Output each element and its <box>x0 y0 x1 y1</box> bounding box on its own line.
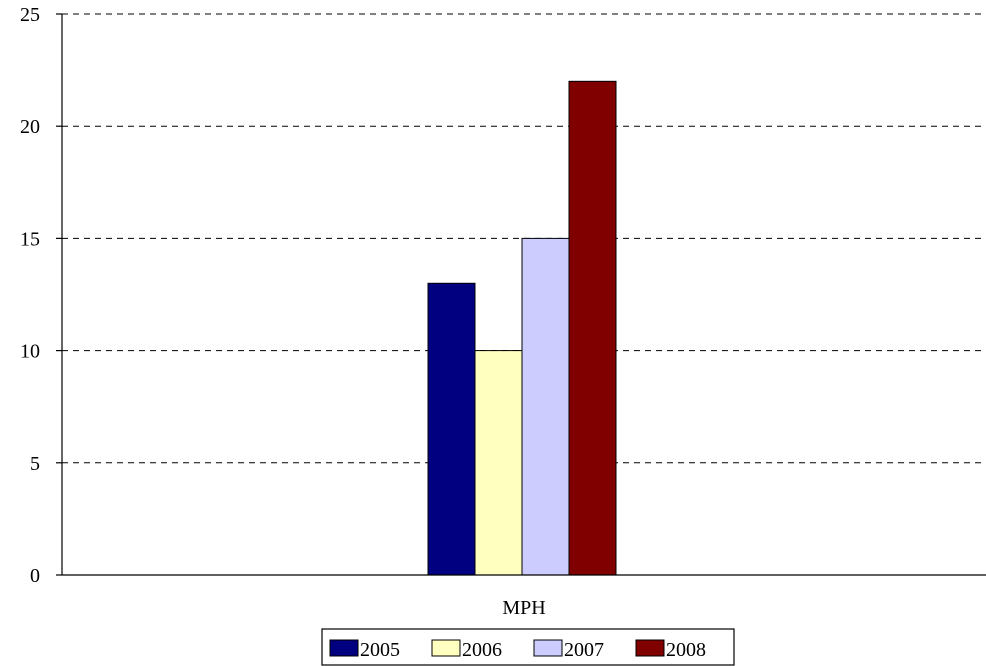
bar-2005 <box>427 282 476 576</box>
legend-box <box>321 628 735 666</box>
bars-group <box>427 80 617 576</box>
y-tick-label: 5 <box>30 453 40 475</box>
bar-2006 <box>474 350 523 576</box>
y-tick-label: 20 <box>20 116 40 138</box>
y-tick-label: 25 <box>20 4 40 26</box>
y-tick-label: 10 <box>20 341 40 363</box>
y-tick-labels: 0 5 10 15 20 25 <box>20 4 40 587</box>
legend: 2005 2006 2007 2008 <box>321 628 735 666</box>
axes <box>61 14 986 576</box>
legend-label: 2005 <box>360 639 400 661</box>
legend-swatch-2007 <box>533 639 563 657</box>
legend-swatch-2008 <box>635 639 665 657</box>
x-category-label: MPH <box>502 597 545 619</box>
legend-swatch-2006 <box>431 639 461 657</box>
bar-2007 <box>521 237 570 576</box>
y-tick-label: 0 <box>30 565 40 587</box>
bar-2008 <box>568 80 617 576</box>
legend-label: 2006 <box>462 639 502 661</box>
legend-swatch-2005 <box>329 639 359 657</box>
x-category-labels: MPH <box>502 597 545 619</box>
y-tick-label: 15 <box>20 228 40 250</box>
legend-label: 2008 <box>666 639 706 661</box>
legend-label: 2007 <box>564 639 604 661</box>
